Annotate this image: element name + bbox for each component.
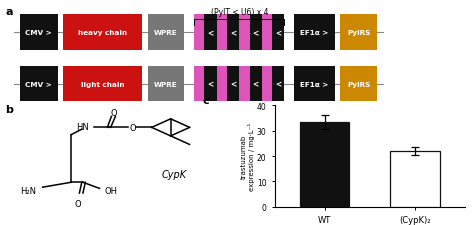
Text: <: <	[253, 80, 259, 89]
Bar	[340, 66, 377, 102]
Text: PylRS: PylRS	[347, 30, 370, 36]
Bar	[204, 66, 217, 102]
Text: CypK: CypK	[161, 169, 186, 179]
Text: CMV >: CMV >	[26, 30, 52, 36]
Bar	[64, 15, 142, 51]
Bar	[294, 66, 335, 102]
Text: <: <	[230, 29, 237, 38]
Text: heavy chain: heavy chain	[78, 30, 127, 36]
Bar	[64, 66, 142, 102]
Bar	[147, 66, 184, 102]
Bar	[262, 15, 272, 51]
Text: b: b	[5, 105, 13, 115]
Text: O: O	[110, 109, 117, 118]
Text: O: O	[129, 123, 136, 132]
Bar	[272, 15, 284, 51]
Bar	[239, 15, 249, 51]
Text: PylRS: PylRS	[347, 81, 370, 87]
Bar	[249, 66, 262, 102]
Text: (PylT < U6) x 4: (PylT < U6) x 4	[210, 8, 268, 17]
Text: WPRE: WPRE	[154, 81, 178, 87]
Y-axis label: trastuzumab
expression / mg·L⁻¹: trastuzumab expression / mg·L⁻¹	[241, 122, 255, 190]
Text: <: <	[208, 29, 214, 38]
Text: a: a	[5, 7, 13, 17]
Text: <: <	[208, 80, 214, 89]
Bar	[19, 66, 58, 102]
Text: <: <	[230, 80, 237, 89]
Bar	[340, 15, 377, 51]
Bar	[227, 66, 239, 102]
Text: H₂N: H₂N	[20, 187, 36, 196]
Bar	[194, 66, 204, 102]
Bar	[294, 15, 335, 51]
Bar	[249, 15, 262, 51]
Text: WPRE: WPRE	[154, 30, 178, 36]
Bar	[217, 15, 227, 51]
Text: EF1α >: EF1α >	[301, 81, 329, 87]
Bar	[272, 66, 284, 102]
Bar	[262, 66, 272, 102]
Text: CMV >: CMV >	[26, 81, 52, 87]
Bar	[300, 122, 349, 207]
Bar	[227, 15, 239, 51]
Text: c: c	[203, 96, 210, 106]
Text: EF1α >: EF1α >	[301, 30, 329, 36]
Text: light chain: light chain	[81, 81, 125, 87]
Bar	[217, 66, 227, 102]
Bar	[390, 151, 440, 207]
Text: O: O	[75, 199, 82, 208]
Text: <: <	[275, 29, 282, 38]
Text: OH: OH	[104, 187, 117, 196]
Bar	[19, 15, 58, 51]
Text: <: <	[253, 29, 259, 38]
Text: HN: HN	[77, 122, 89, 131]
Text: <: <	[275, 80, 282, 89]
Bar	[204, 15, 217, 51]
Bar	[147, 15, 184, 51]
Bar	[239, 66, 249, 102]
Bar	[194, 15, 204, 51]
